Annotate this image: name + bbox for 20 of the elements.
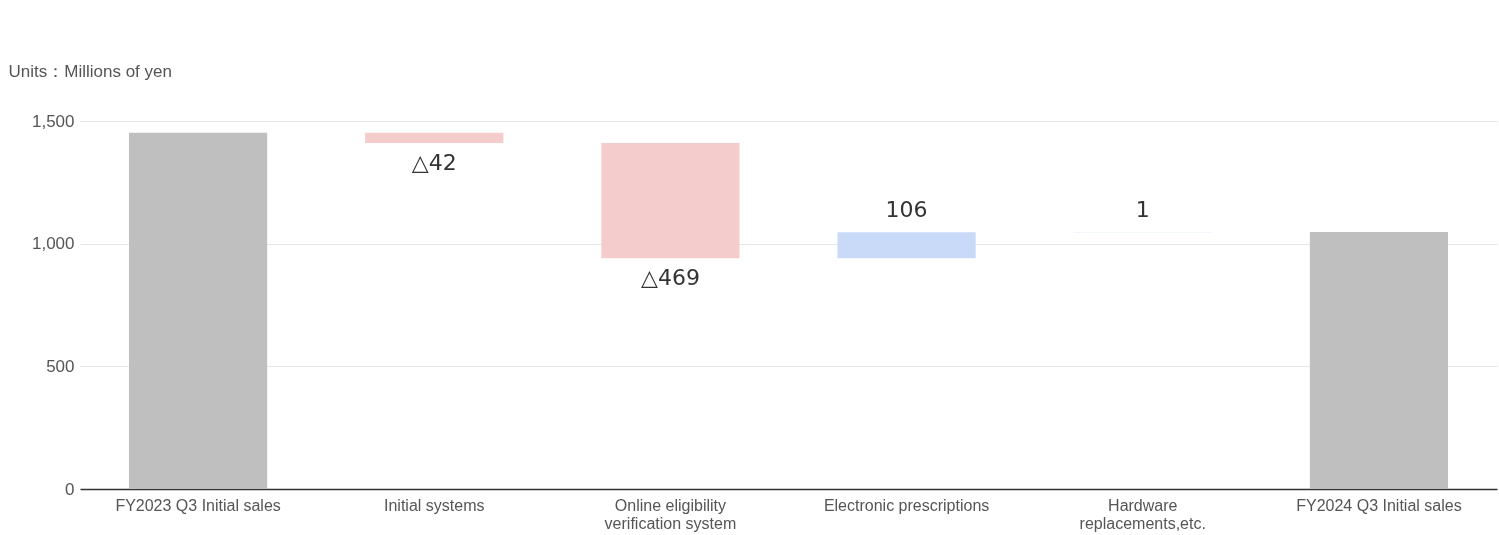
bar — [837, 232, 976, 259]
bar — [601, 143, 740, 259]
data-label: △42 — [411, 150, 457, 176]
bar — [365, 132, 504, 144]
x-tick-label: Hardware replacements,etc. — [1079, 496, 1206, 532]
y-axis-title: Units：Millions of yen — [8, 61, 172, 81]
data-label: 106 — [885, 197, 928, 223]
y-tick-label: 500 — [46, 356, 75, 376]
data-label: △469 — [640, 265, 700, 291]
x-tick-label: Online eligibility verification system — [604, 496, 737, 532]
data-label: 1 — [1135, 196, 1150, 222]
y-tick-label: 1,500 — [31, 111, 75, 131]
x-tick-label: FY2023 Q3 Initial sales — [115, 496, 281, 514]
bar — [129, 132, 268, 489]
y-tick-label: 0 — [65, 479, 75, 499]
x-tick-label: Initial systems — [384, 496, 485, 514]
bar — [1309, 231, 1448, 489]
y-tick-label: 1,000 — [31, 234, 75, 254]
x-tick-label: FY2024 Q3 Initial sales — [1296, 496, 1462, 514]
x-tick-label: Electronic prescriptions — [823, 496, 990, 514]
